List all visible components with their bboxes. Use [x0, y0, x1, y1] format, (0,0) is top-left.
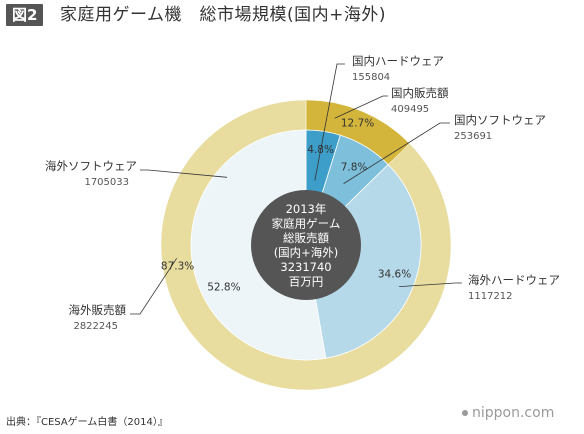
callout-label-domestic-software: 国内ソフトウェア	[454, 113, 546, 127]
leader-line-domestic-hardware	[314, 63, 345, 181]
publisher-name: nippon.com	[472, 405, 555, 421]
leader-line-overseas-software	[140, 169, 228, 178]
callout-label-domestic-sales: 国内販売額	[391, 86, 449, 100]
callout-value-overseas-sales: 2822245	[73, 321, 118, 332]
center-label-line: 3231740	[280, 260, 331, 274]
callout-value-overseas-hardware: 1117212	[468, 291, 513, 302]
source-note: 出典：『CESAゲーム白書（2014）』	[6, 417, 168, 428]
inner-percent-label-overseas-software: 52.8%	[207, 281, 240, 293]
center-circle	[251, 190, 361, 300]
center-label-line: (国内+海外)	[274, 245, 339, 259]
chart-header: 図2 家庭用ゲーム機 総市場規模(国内+海外)	[0, 0, 584, 32]
outer-percent-label-overseas-sales: 87.3%	[161, 260, 194, 272]
leader-line-overseas-hardware	[399, 282, 462, 287]
callout-label-domestic-hardware: 国内ハードウェア	[352, 54, 444, 68]
inner-percent-label-overseas-hardware: 34.6%	[378, 268, 411, 280]
callout-label-overseas-hardware: 海外ハードウェア	[468, 273, 560, 287]
figure-number-badge: 図2	[6, 4, 44, 26]
center-label-line: 百万円	[289, 274, 324, 288]
leader-line-overseas-sales	[130, 258, 178, 315]
leader-line-domestic-sales	[334, 95, 388, 119]
center-label-line: 家庭用ゲーム	[272, 216, 341, 230]
leader-line-domestic-software	[343, 122, 450, 184]
inner-percent-label-domestic-software: 7.8%	[341, 162, 368, 174]
callout-label-overseas-sales: 海外販売額	[69, 303, 127, 317]
chart-title: 家庭用ゲーム機 総市場規模(国内+海外)	[60, 5, 386, 25]
publisher-logo: nippon.com	[462, 405, 554, 421]
logo-dot-icon	[462, 410, 468, 416]
callout-value-domestic-sales: 409495	[391, 104, 429, 115]
inner-slice-overseas-hardware	[305, 163, 422, 359]
callout-value-domestic-software: 253691	[454, 131, 492, 142]
callout-value-overseas-software: 1705033	[84, 177, 129, 188]
callout-value-domestic-hardware: 155804	[352, 72, 390, 83]
outer-percent-label-domestic-sales: 12.7%	[341, 117, 374, 129]
center-label-line: 総販売額	[283, 231, 329, 245]
callout-label-overseas-software: 海外ソフトウェア	[45, 159, 137, 173]
center-label-line: 2013年	[286, 202, 327, 216]
